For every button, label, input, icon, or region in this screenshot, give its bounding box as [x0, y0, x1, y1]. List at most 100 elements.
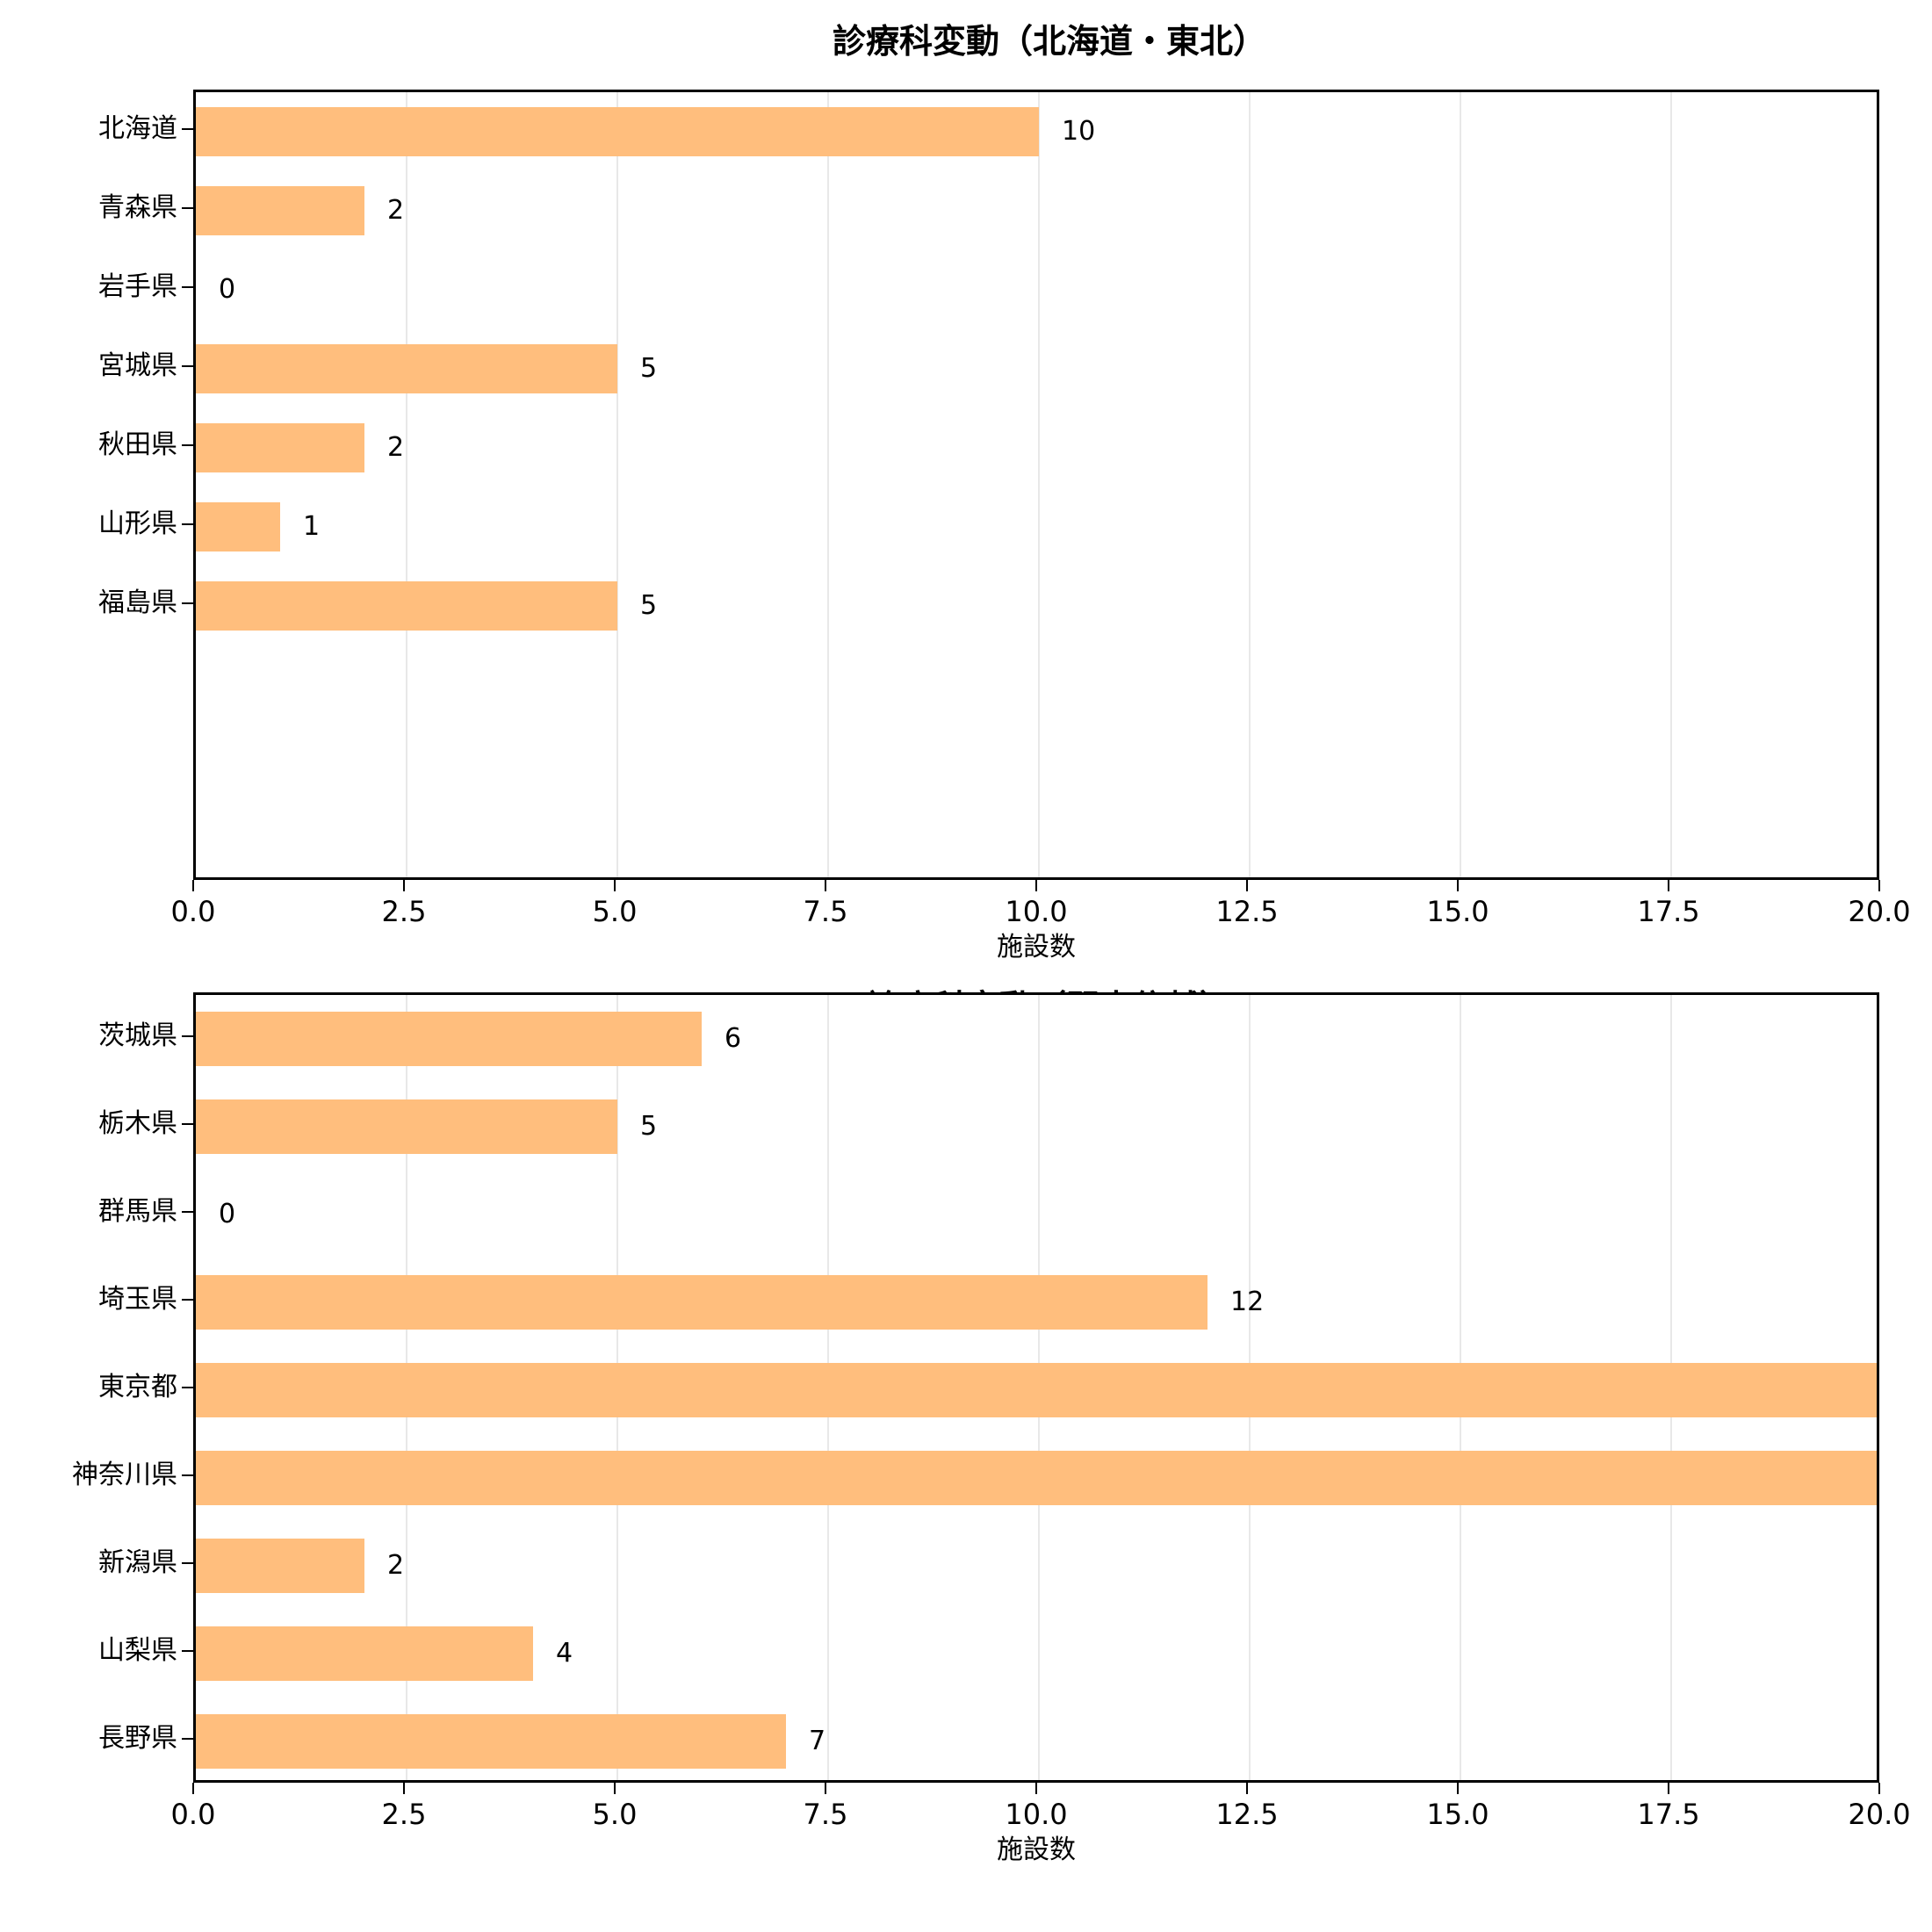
y-axis-tick-福島県: 福島県 — [0, 586, 193, 621]
bar-value-label: 0 — [219, 1199, 236, 1229]
x-axis-tick-mark — [403, 1783, 405, 1794]
x-axis-tick-label: 5.0 — [592, 895, 638, 928]
y-axis-tick-mark — [182, 1123, 193, 1125]
bar-value-label: 12 — [1230, 1287, 1265, 1317]
bar-茨城県[interactable] — [196, 1012, 702, 1066]
bar-row: 1 — [196, 487, 1877, 566]
x-axis-tick-mark — [1035, 1783, 1037, 1794]
x-axis-tick-mark — [1668, 880, 1669, 891]
bar-row: 2 — [196, 171, 1877, 250]
bar-value-label: 2 — [387, 432, 405, 463]
bar-山梨県[interactable] — [196, 1626, 533, 1681]
bar-長野県[interactable] — [196, 1714, 786, 1769]
bar-row: 5 — [196, 566, 1877, 645]
y-axis-tick-mark — [182, 523, 193, 525]
x-axis-tick-label: 20.0 — [1848, 1798, 1911, 1831]
bars-layer: 10 2 0 5 2 1 5 — [196, 92, 1877, 877]
x-axis-tick-mark — [1246, 1783, 1248, 1794]
y-axis-tick-label: 山梨県 — [98, 1635, 177, 1666]
y-axis-tick-label: 長野県 — [98, 1723, 177, 1754]
y-axis-tick-mark — [182, 1738, 193, 1740]
x-axis-tick-label: 12.5 — [1215, 895, 1279, 928]
gridline — [1670, 92, 1672, 877]
x-axis-tick-mark — [825, 1783, 826, 1794]
y-axis-tick-label: 青森県 — [98, 192, 177, 223]
bar-row: 0 — [196, 250, 1877, 329]
bar-value-label: 1 — [303, 511, 321, 542]
y-axis-tick-新潟県: 新潟県 — [0, 1546, 193, 1581]
bar-東京都[interactable] — [196, 1363, 1877, 1417]
x-axis-tick-label: 10.0 — [1005, 895, 1068, 928]
bar-value-label: 7 — [809, 1726, 826, 1756]
bar-row: 6 — [196, 995, 1877, 1083]
gridline — [1460, 92, 1461, 877]
bar-row — [196, 1434, 1877, 1522]
x-axis-tick-mark — [825, 880, 826, 891]
y-axis-tick-label: 群馬県 — [98, 1196, 177, 1227]
bar-北海道[interactable] — [196, 107, 1039, 156]
y-axis-tick-mark — [182, 1387, 193, 1388]
y-axis-tick-北海道: 北海道 — [0, 112, 193, 147]
x-axis-tick-mark — [1035, 880, 1037, 891]
x-axis-tick-label: 17.5 — [1637, 1798, 1700, 1831]
bar-row: 4 — [196, 1610, 1877, 1698]
bar-value-label: 5 — [640, 590, 658, 621]
y-axis-tick-岩手県: 岩手県 — [0, 270, 193, 305]
bar-row: 12 — [196, 1258, 1877, 1346]
bar-value-label: 10 — [1062, 116, 1096, 147]
bar-value-label: 4 — [556, 1638, 573, 1669]
bar-row: 2 — [196, 408, 1877, 487]
y-axis-tick-栃木県: 栃木県 — [0, 1107, 193, 1142]
chart-panel-hokkaido-tohoku: 診療科変動（北海道・東北） 10 2 0 5 2 1 5 北海道 青森県 岩手県 宮城県 秋田県 山形… — [0, 22, 1911, 962]
y-axis-tick-神奈川県: 神奈川県 — [0, 1458, 193, 1493]
bar-value-label: 6 — [724, 1023, 742, 1054]
bar-value-label: 5 — [640, 353, 658, 384]
bar-value-label: 2 — [387, 195, 405, 226]
y-axis-tick-mark — [182, 444, 193, 446]
y-axis-tick-長野県: 長野県 — [0, 1721, 193, 1756]
x-axis-tick-mark — [614, 880, 616, 891]
y-axis-tick-label: 新潟県 — [98, 1547, 177, 1578]
bar-福島県[interactable] — [196, 581, 617, 631]
x-axis-tick-label: 0.0 — [170, 895, 216, 928]
x-axis-tick-label: 0.0 — [170, 1798, 216, 1831]
y-axis-tick-mark — [182, 128, 193, 130]
y-axis-tick-label: 福島県 — [98, 588, 177, 618]
x-axis-tick-label: 20.0 — [1848, 895, 1911, 928]
gridline — [1249, 92, 1251, 877]
y-axis-tick-mark — [182, 207, 193, 209]
bar-埼玉県[interactable] — [196, 1275, 1208, 1330]
bar-栃木県[interactable] — [196, 1099, 617, 1154]
gridline — [616, 92, 618, 877]
y-axis-tick-mark — [182, 602, 193, 604]
bar-神奈川県[interactable] — [196, 1451, 1877, 1505]
bar-山形県[interactable] — [196, 502, 280, 551]
plot-area: 10 2 0 5 2 1 5 — [193, 90, 1879, 880]
x-axis-tick-label: 12.5 — [1215, 1798, 1279, 1831]
bar-秋田県[interactable] — [196, 423, 364, 472]
x-axis-tick-mark — [1457, 880, 1459, 891]
y-axis-tick-埼玉県: 埼玉県 — [0, 1282, 193, 1317]
x-axis-tick-label: 10.0 — [1005, 1798, 1068, 1831]
y-axis-tick-label: 北海道 — [98, 113, 177, 144]
y-axis-tick-label: 岩手県 — [98, 271, 177, 302]
bar-宮城県[interactable] — [196, 344, 617, 393]
y-axis-tick-label: 東京都 — [98, 1372, 177, 1402]
x-axis-tick-mark — [1246, 880, 1248, 891]
y-axis-tick-mark — [182, 1474, 193, 1476]
bar-row: 5 — [196, 1083, 1877, 1171]
y-axis-tick-label: 秋田県 — [98, 429, 177, 460]
bar-value-label: 2 — [387, 1550, 405, 1581]
y-axis-tick-青森県: 青森県 — [0, 191, 193, 226]
bar-青森県[interactable] — [196, 186, 364, 235]
y-axis-tick-mark — [182, 1211, 193, 1213]
y-axis-tick-山形県: 山形県 — [0, 507, 193, 542]
x-axis-tick-mark — [192, 880, 194, 891]
y-axis-tick-mark — [182, 1299, 193, 1301]
x-axis-tick-label: 2.5 — [381, 895, 427, 928]
bar-新潟県[interactable] — [196, 1539, 364, 1593]
x-axis-tick-label: 17.5 — [1637, 895, 1700, 928]
gridline — [406, 92, 407, 877]
bar-value-label: 0 — [219, 274, 236, 305]
